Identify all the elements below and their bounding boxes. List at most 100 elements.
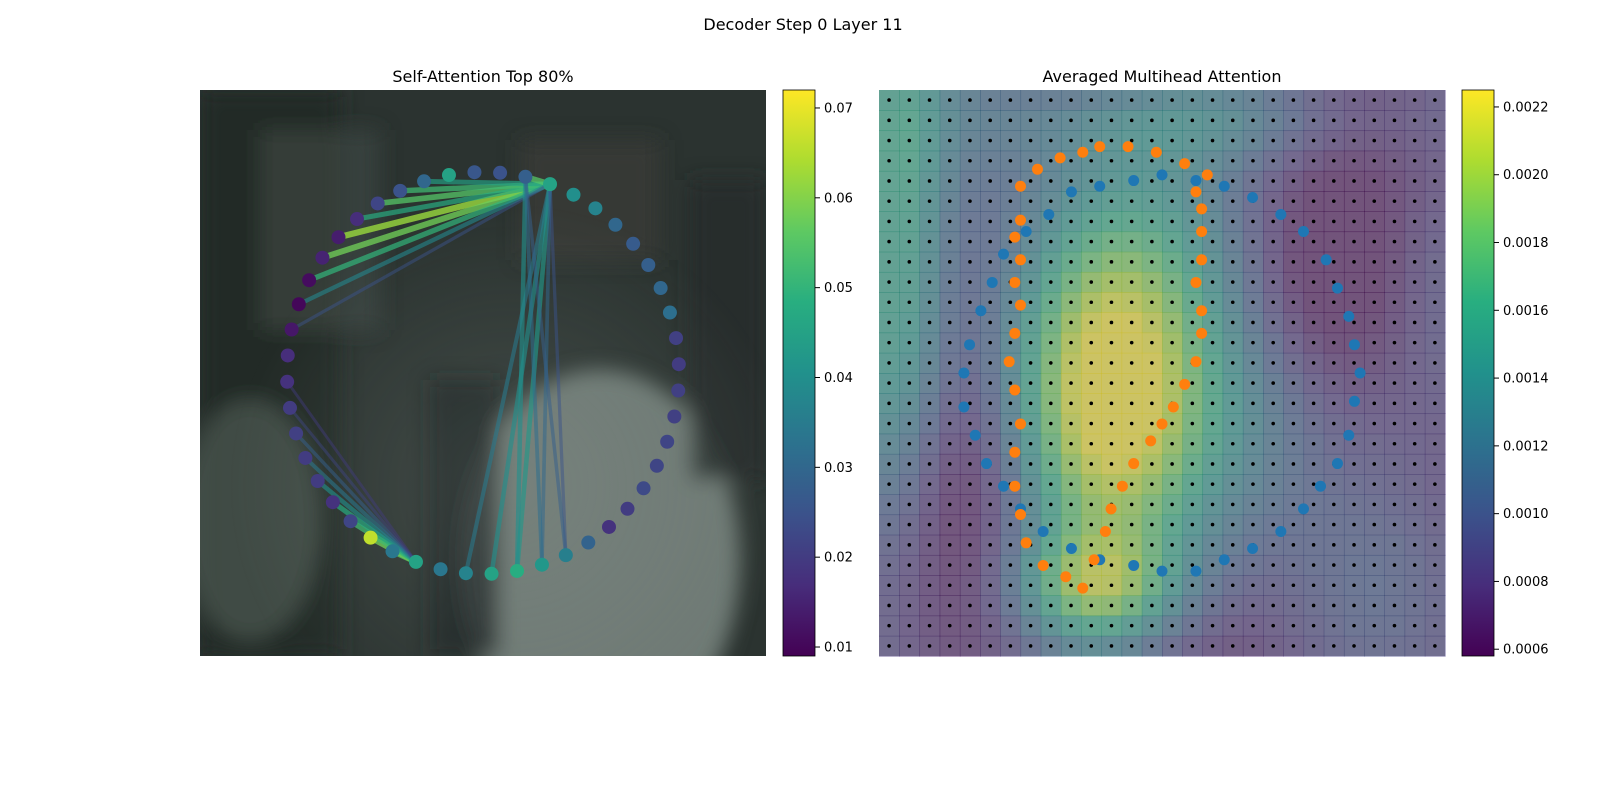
grid-dot [1433,199,1437,203]
grid-dot [1291,462,1296,466]
grid-dot [907,644,912,648]
attention-node [558,548,573,563]
heatmap-overlay [879,90,1445,656]
grid-dot [1049,401,1053,406]
grid-dot [1028,260,1033,264]
grid-dot [907,522,912,527]
grid-dot [1109,138,1114,143]
grid-dot [1069,98,1073,102]
attention-node [588,201,603,216]
grid-dot [1109,401,1114,406]
grid-dot [1311,603,1316,608]
grid-dot [1230,623,1235,628]
grid-dot [1028,138,1033,143]
attention-edge [296,181,553,307]
grid-dot [907,239,912,244]
grid-dot [1412,158,1417,163]
grid-dot [988,603,992,608]
grid-dot [1311,502,1316,507]
grid-dot [1352,502,1356,507]
grid-dot [1190,300,1195,305]
grid-dot [988,320,992,325]
grid-dot [1433,320,1437,325]
grid-dot [1230,381,1235,385]
blue-landmark-point [1348,339,1360,351]
grid-dot [1412,239,1417,244]
grid-dot [1251,118,1255,123]
orange-landmark-point [1128,458,1140,470]
grid-dot [1028,563,1033,567]
grid-dot [947,462,952,466]
grid-dot [1291,522,1296,527]
grid-dot [947,138,952,143]
grid-dot [1089,300,1094,305]
grid-dot [907,381,912,385]
grid-dot [1028,98,1033,102]
grid-dot [1089,603,1094,608]
grid-dot [1008,138,1013,143]
grid-dot [1352,603,1356,608]
grid-dot [1129,482,1134,486]
grid-dot [1089,583,1094,588]
grid-dot [1049,280,1053,284]
grid-dot [1150,260,1154,264]
orange-landmark-point [1122,141,1134,153]
attention-node [298,450,313,465]
grid-dot [1190,401,1195,406]
attention-node [280,374,295,389]
grid-dot [968,603,972,608]
grid-dot [1049,300,1053,305]
blue-landmark-point [1190,175,1202,187]
grid-dot [1190,644,1195,648]
colorbar-tick-label: 0.0014 [1503,372,1549,387]
grid-dot [1230,482,1235,486]
orange-landmark-point [1077,146,1089,158]
grid-dot [1372,138,1377,143]
blue-landmark-point [958,401,970,413]
grid-dot [907,482,912,486]
blue-landmark-point [1354,367,1366,379]
attention-node [662,305,677,320]
orange-landmark-point [1150,146,1162,158]
grid-dot [1230,320,1235,325]
grid-dot [1251,482,1255,486]
grid-dot [1291,623,1296,628]
grid-dot [1210,502,1215,507]
grid-dot [907,300,912,305]
grid-dot [1008,502,1013,507]
orange-landmark-point [1009,446,1021,458]
grid-dot [907,502,912,507]
grid-dot [1069,482,1073,486]
grid-dot [1372,462,1377,466]
orange-landmark-point [1088,554,1100,566]
grid-dot [1332,158,1336,163]
attention-edges [285,173,568,577]
grid-dot [1311,522,1316,527]
grid-dot [1372,361,1377,365]
grid-dot [988,381,992,385]
grid-dot [1392,462,1397,466]
orange-landmark-point [1190,356,1202,368]
grid-dot [1291,179,1296,183]
grid-dot [968,401,972,406]
grid-dot [1230,401,1235,406]
grid-dot [1028,381,1033,385]
grid-dot [1109,603,1114,608]
grid-dot [1150,583,1154,588]
grid-dot [1028,219,1033,224]
attention-node [284,322,299,337]
grid-dot [968,118,972,123]
grid-dot [1291,401,1296,406]
grid-dot [1251,239,1255,244]
grid-dot [1190,623,1195,628]
blue-landmark-point [969,429,981,441]
grid-dot [1049,260,1053,264]
grid-dot [1150,320,1154,325]
grid-dot [1008,462,1013,466]
grid-dot [1433,138,1437,143]
grid-dot [1028,623,1033,628]
grid-dot [968,441,972,446]
grid-dot [927,239,932,244]
colorbar-tick-label: 0.0022 [1503,100,1549,115]
